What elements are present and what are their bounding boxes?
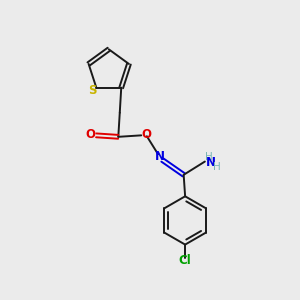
Text: H: H [213,162,221,172]
Text: O: O [85,128,96,141]
Text: S: S [88,83,97,97]
Text: Cl: Cl [179,254,191,267]
Text: N: N [206,156,216,169]
Text: N: N [154,150,164,163]
Text: O: O [142,128,152,141]
Text: H: H [205,152,212,162]
